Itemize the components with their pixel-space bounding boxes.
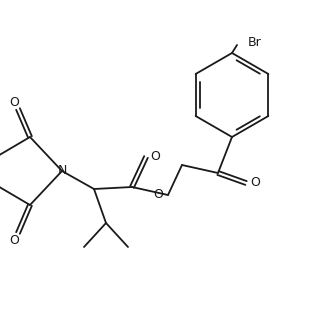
Text: O: O [9, 233, 19, 246]
Text: N: N [57, 165, 67, 177]
Text: O: O [153, 188, 163, 201]
Text: O: O [250, 176, 260, 189]
Text: O: O [150, 151, 160, 164]
Text: O: O [9, 96, 19, 109]
Text: Br: Br [248, 37, 262, 50]
